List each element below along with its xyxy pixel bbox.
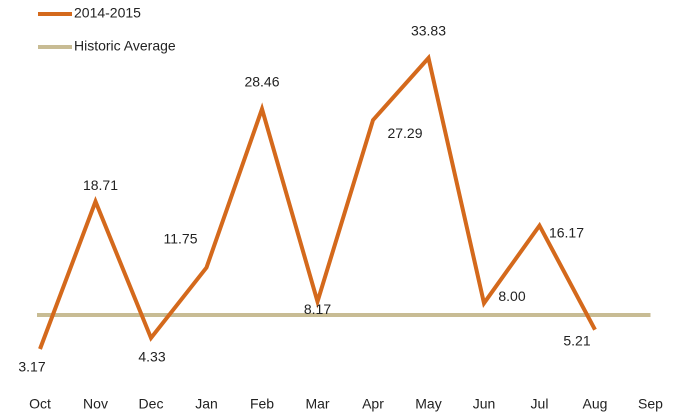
data-label: 33.83 (411, 23, 446, 39)
data-label: 8.00 (498, 288, 525, 304)
x-tick-label: Aug (583, 396, 608, 412)
data-label: 3.17 (18, 359, 45, 375)
x-tick-label: Oct (29, 396, 51, 412)
legend-label: Historic Average (74, 38, 176, 54)
data-label: 28.46 (244, 74, 279, 90)
x-tick-label: Feb (250, 396, 274, 412)
data-label: 11.75 (164, 230, 198, 246)
data-label: 18.71 (83, 177, 118, 193)
x-tick-label: Dec (139, 396, 164, 412)
x-tick-label: Nov (83, 396, 108, 412)
data-label: 4.33 (138, 349, 165, 365)
series-line (38, 53, 597, 350)
legend-label: 2014-2015 (74, 5, 141, 21)
x-tick-label: Jul (531, 396, 549, 412)
data-label: 8.17 (304, 301, 331, 317)
data-label: 16.17 (549, 224, 584, 240)
data-label: 27.29 (387, 125, 422, 141)
x-tick-label: Jan (195, 396, 218, 412)
x-tick-label: May (415, 396, 441, 412)
x-tick-label: Apr (362, 396, 384, 412)
x-tick-label: Jun (473, 396, 496, 412)
x-tick-label: Sep (638, 396, 663, 412)
x-tick-label: Mar (305, 396, 329, 412)
data-label: 5.21 (563, 332, 590, 348)
